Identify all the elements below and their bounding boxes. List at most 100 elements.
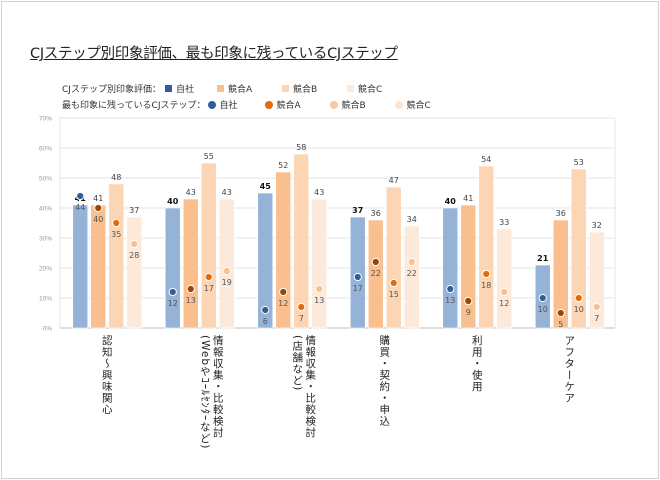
bar-competitor-c bbox=[588, 231, 605, 329]
dot-competitor-c bbox=[222, 266, 231, 276]
dot-value-label: 44 bbox=[75, 203, 85, 212]
bar-competitor-a bbox=[275, 171, 292, 329]
dot-competitor-a bbox=[464, 296, 473, 306]
bar-value-label: 41 bbox=[463, 194, 473, 203]
category-label-line: (店舗など) bbox=[291, 335, 304, 392]
y-tick-label: 40% bbox=[39, 206, 52, 213]
legend-dot bbox=[394, 100, 403, 109]
bar-jisha bbox=[72, 204, 89, 329]
y-tick-label: 20% bbox=[39, 266, 52, 273]
bar-value-label: 55 bbox=[204, 152, 214, 161]
bar-value-label: 36 bbox=[371, 209, 381, 218]
bar-competitor-b bbox=[570, 168, 587, 329]
dot-competitor-a bbox=[371, 257, 380, 267]
dot-value-label: 10 bbox=[538, 305, 548, 314]
chart-title: CJステップ別印象評価、最も印象に残っているCJステップ bbox=[30, 46, 398, 62]
legend-text: 競合A bbox=[227, 85, 253, 95]
bar-value-label: 36 bbox=[556, 209, 566, 218]
legend-swatch bbox=[281, 85, 289, 92]
category-label-line: 購買・契約・申込 bbox=[378, 335, 391, 427]
bar-value-label: 40 bbox=[167, 197, 179, 206]
dot-value-label: 6 bbox=[263, 317, 268, 326]
legend-text: 競合B bbox=[292, 85, 318, 95]
bar-value-label: 45 bbox=[260, 182, 272, 191]
bar-jisha bbox=[442, 207, 459, 329]
bar-competitor-c bbox=[126, 216, 143, 329]
bar-value-label: 54 bbox=[481, 155, 491, 164]
bar-competitor-c bbox=[311, 198, 328, 329]
category-label: アフターケア bbox=[562, 335, 575, 404]
dot-competitor-c bbox=[130, 239, 139, 249]
bar-jisha bbox=[349, 216, 366, 329]
bar-value-label: 48 bbox=[111, 173, 121, 182]
y-tick-label: 10% bbox=[39, 296, 52, 303]
legend-text: 競合C bbox=[357, 85, 383, 95]
bar-value-label: 37 bbox=[352, 206, 363, 215]
bar-value-label: 58 bbox=[296, 143, 306, 152]
bar-value-label: 43 bbox=[314, 188, 324, 197]
legend-swatch bbox=[216, 85, 224, 92]
dot-competitor-a bbox=[94, 203, 103, 213]
legend-swatch bbox=[346, 85, 354, 92]
dot-competitor-b bbox=[112, 218, 121, 228]
bar-value-label: 52 bbox=[278, 161, 288, 170]
legend-dots: 最も印象に残っているCJステップ： 自社 競合A 競合B 競合C bbox=[62, 98, 431, 111]
bar-value-label: 37 bbox=[129, 206, 139, 215]
bar-jisha bbox=[164, 207, 181, 329]
bar-value-label: 47 bbox=[389, 176, 399, 185]
legend-dot-c: 競合C bbox=[394, 98, 431, 111]
dot-competitor-b bbox=[574, 293, 583, 303]
bar-value-label: 41 bbox=[93, 194, 103, 203]
legend-dot bbox=[264, 100, 273, 109]
bar-competitor-c bbox=[218, 198, 235, 329]
category-label: 利用・使用 bbox=[470, 335, 483, 393]
legend-dot bbox=[329, 100, 338, 109]
dot-jisha bbox=[446, 284, 455, 294]
bar-competitor-b bbox=[200, 162, 217, 329]
dot-competitor-a bbox=[279, 287, 288, 297]
bar-competitor-a bbox=[182, 198, 199, 329]
bar-value-label: 40 bbox=[445, 197, 457, 206]
bar-value-label: 43 bbox=[222, 188, 232, 197]
dot-value-label: 7 bbox=[299, 314, 304, 323]
dot-competitor-b bbox=[204, 272, 213, 282]
category-label-line: (Webやｺｰﾙｾﾝﾀｰなど) bbox=[198, 335, 211, 450]
dot-value-label: 40 bbox=[93, 215, 103, 224]
category-label: 認知～興味関心 bbox=[100, 335, 113, 416]
bar-competitor-b bbox=[385, 186, 402, 329]
y-tick-label: 70% bbox=[39, 116, 52, 123]
legend-text: 自社 bbox=[219, 101, 238, 111]
dot-value-label: 18 bbox=[481, 281, 491, 290]
category-label: 情報収集・比較検討 (Webやｺｰﾙｾﾝﾀｰなど) bbox=[198, 335, 224, 449]
bar-jisha bbox=[257, 192, 274, 329]
legend-swatch bbox=[164, 85, 172, 92]
dot-jisha bbox=[353, 272, 362, 282]
dot-value-label: 35 bbox=[111, 230, 121, 239]
category-label: 情報収集・比較検討 (店舗など) bbox=[290, 335, 316, 439]
dot-jisha bbox=[261, 305, 270, 315]
dot-value-label: 22 bbox=[407, 269, 417, 278]
legend-bar-a: 競合A bbox=[216, 82, 282, 95]
dot-value-label: 12 bbox=[278, 299, 288, 308]
legend-text: 自社 bbox=[175, 85, 194, 95]
dot-competitor-b bbox=[297, 302, 306, 312]
y-tick-label: 0% bbox=[43, 326, 53, 333]
dot-jisha bbox=[168, 287, 177, 297]
dot-competitor-b bbox=[482, 269, 491, 279]
legend-text: 競合C bbox=[406, 101, 431, 111]
bar-value-label: 34 bbox=[407, 215, 417, 224]
category-label-line: アフターケア bbox=[563, 335, 576, 404]
legend-text: 競合A bbox=[276, 101, 301, 111]
bar-value-label: 32 bbox=[592, 221, 602, 230]
y-tick-label: 30% bbox=[39, 236, 52, 243]
legend-bar-c: 競合C bbox=[346, 82, 383, 95]
legend-dot-jisha: 自社 bbox=[207, 98, 265, 111]
dot-value-label: 5 bbox=[558, 320, 563, 329]
category-label: 購買・契約・申込 bbox=[377, 335, 390, 427]
bar-competitor-b bbox=[478, 165, 495, 329]
legend-bars-label: CJステップ別印象評価： bbox=[62, 85, 161, 95]
bar-competitor-c bbox=[403, 225, 420, 329]
dot-value-label: 13 bbox=[445, 296, 455, 305]
dot-value-label: 15 bbox=[389, 290, 399, 299]
y-tick-label: 60% bbox=[39, 146, 52, 153]
